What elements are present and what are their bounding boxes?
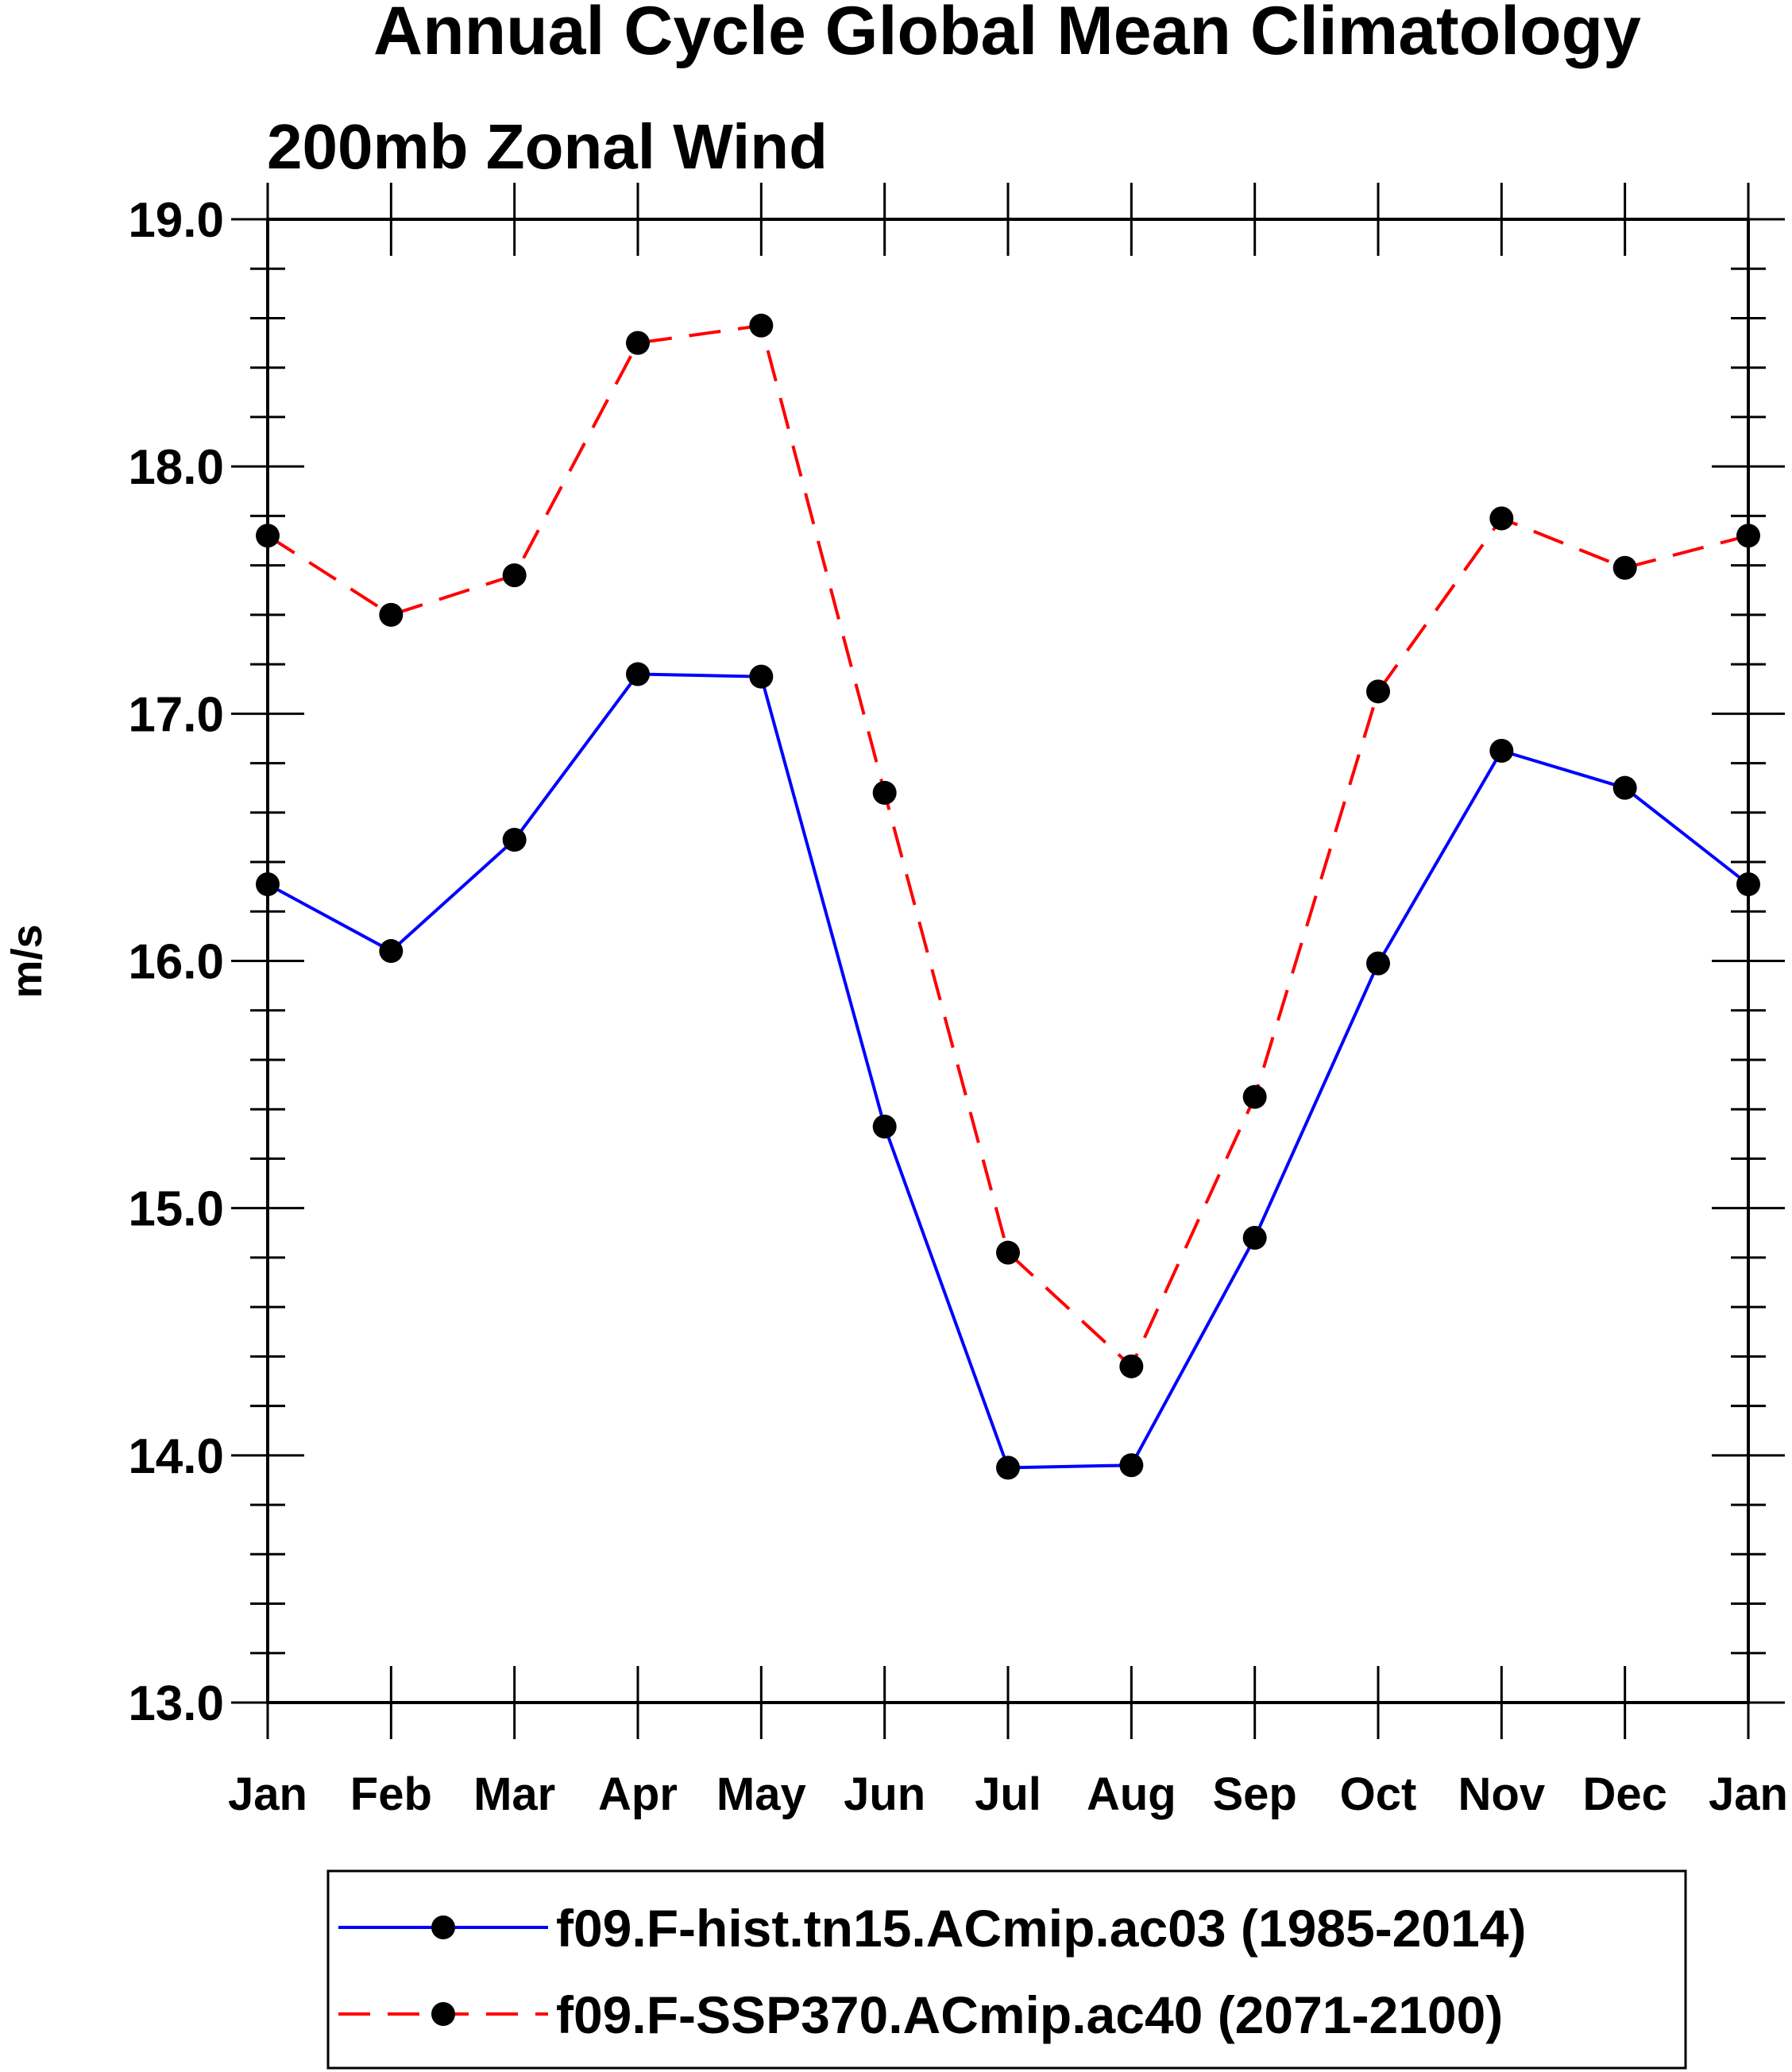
data-point: [1242, 1226, 1267, 1251]
plot-frame: [266, 218, 1750, 1704]
x-tick-label: Jul: [975, 1769, 1041, 1820]
x-tick-label: Dec: [1582, 1769, 1666, 1820]
series-line-1: [267, 672, 1750, 1470]
x-tick-label: Jan: [228, 1769, 307, 1820]
legend-box: [326, 1869, 1687, 2070]
data-point: [996, 1455, 1020, 1480]
y-tick-label: 18.0: [128, 440, 224, 495]
data-point: [1736, 524, 1760, 548]
series-line-2: [266, 323, 1749, 1370]
data-point: [872, 780, 897, 805]
data-point: [749, 664, 774, 689]
x-tick-labels: Jan Feb Mar Apr May Jun Jul Aug Sep Oct Nov Dec Jan: [228, 1769, 1788, 1820]
x-tick-label: Sep: [1212, 1769, 1296, 1820]
data-point: [1736, 872, 1760, 897]
data-point: [1119, 1354, 1144, 1378]
legend-marker: [431, 2002, 455, 2026]
y-axis-label: m/s: [3, 924, 51, 998]
data-point: [379, 939, 404, 964]
data-point: [1489, 739, 1514, 763]
x-tick-label: Aug: [1087, 1769, 1176, 1820]
chart-subtitle: 200mb Zonal Wind: [267, 111, 828, 182]
x-tick-label: Oct: [1340, 1769, 1417, 1820]
data-point: [256, 872, 280, 897]
series-markers: [256, 313, 1760, 1480]
y-tick-label: 14.0: [128, 1429, 224, 1484]
x-tick-label: Jun: [844, 1769, 925, 1820]
y-tick-label: 13.0: [128, 1676, 224, 1731]
data-point: [1366, 679, 1390, 704]
legend-label: f09.F-SSP370.ACmip.ac40 (2071-2100): [556, 1985, 1503, 2044]
x-tick-label: Apr: [598, 1769, 678, 1820]
data-point: [502, 563, 527, 588]
axis-ticks: [231, 183, 1785, 1739]
data-point: [379, 602, 404, 627]
y-tick-label: 19.0: [128, 193, 224, 248]
data-point: [872, 1114, 897, 1138]
data-point: [1242, 1084, 1267, 1109]
data-point: [749, 313, 774, 338]
data-point: [256, 524, 280, 548]
data-point: [502, 828, 527, 852]
x-tick-label: Mar: [473, 1769, 555, 1820]
legend-label: f09.F-hist.tn15.ACmip.ac03 (1985-2014): [556, 1899, 1526, 1958]
y-tick-label: 17.0: [128, 687, 224, 742]
y-tick-label: 15.0: [128, 1182, 224, 1237]
y-tick-label: 16.0: [128, 935, 224, 990]
data-point: [1612, 775, 1637, 800]
data-point: [1612, 555, 1637, 580]
x-tick-label: Nov: [1458, 1769, 1546, 1820]
chart-title: Annual Cycle Global Mean Climatology: [373, 0, 1641, 69]
data-point: [1489, 506, 1514, 531]
data-point: [626, 662, 650, 686]
x-tick-label: Jan: [1709, 1769, 1788, 1820]
legend-entries: f09.F-hist.tn15.ACmip.ac03 (1985-2014) f0…: [338, 1899, 1526, 2044]
data-point: [1366, 951, 1390, 976]
x-tick-label: May: [716, 1769, 806, 1820]
data-point: [996, 1240, 1020, 1265]
legend: f09.F-hist.tn15.ACmip.ac03 (1985-2014) f0…: [326, 1869, 1687, 2070]
legend-marker: [431, 1915, 455, 1939]
y-tick-labels: 13.0 14.0 15.0 16.0 17.0 18.0 19.0: [128, 193, 224, 1731]
x-tick-label: Feb: [350, 1769, 432, 1820]
series-lines: [266, 323, 1750, 1470]
data-point: [1119, 1453, 1144, 1478]
data-point: [626, 331, 650, 355]
